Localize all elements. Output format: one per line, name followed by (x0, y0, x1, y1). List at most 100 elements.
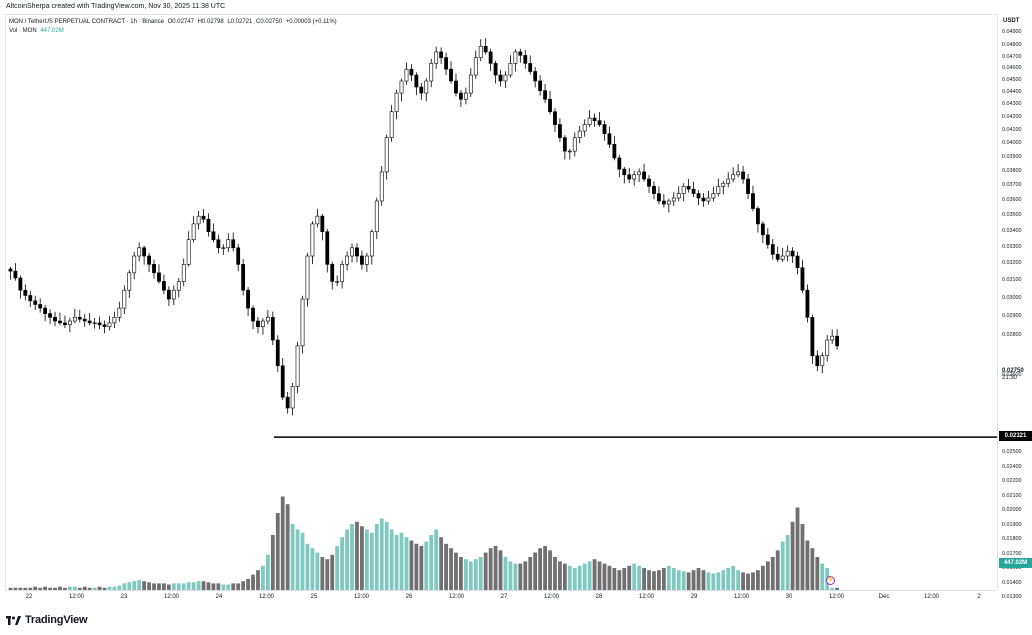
candle-body[interactable] (389, 111, 394, 138)
candle-body[interactable] (206, 218, 211, 233)
candle-body[interactable] (374, 200, 379, 233)
candle-body[interactable] (394, 92, 399, 113)
candle-body[interactable] (488, 51, 493, 64)
candle-body[interactable] (196, 215, 201, 225)
symbol-label[interactable]: MON / TetherUS PERPETUAL CONTRACT · 1h ·… (9, 19, 164, 25)
candle-body[interactable] (439, 51, 444, 58)
candle-body[interactable] (642, 171, 646, 180)
candle-body[interactable] (310, 223, 315, 257)
candle-body[interactable] (265, 316, 270, 322)
candle-body[interactable] (137, 247, 142, 257)
candle-body[interactable] (721, 183, 726, 187)
candle-body[interactable] (607, 133, 612, 145)
candle-body[interactable] (280, 365, 285, 398)
candle-body[interactable] (171, 289, 176, 300)
candle-body[interactable] (736, 171, 741, 176)
candle-body[interactable] (647, 178, 651, 187)
candle-body[interactable] (241, 264, 246, 291)
candle-body[interactable] (364, 255, 369, 265)
candle-body[interactable] (830, 335, 835, 341)
candle-body[interactable] (513, 51, 518, 64)
candle-body[interactable] (483, 45, 488, 53)
candle-body[interactable] (577, 130, 582, 138)
candle-body[interactable] (785, 250, 790, 257)
candle-body[interactable] (637, 171, 642, 176)
candle-body[interactable] (825, 339, 830, 357)
candle-body[interactable] (176, 281, 181, 291)
candle-body[interactable] (102, 324, 107, 327)
candle-body[interactable] (360, 255, 364, 265)
candle-body[interactable] (671, 197, 676, 202)
candle-body[interactable] (147, 255, 151, 265)
candle-body[interactable] (320, 215, 325, 233)
candle-body[interactable] (691, 188, 696, 194)
candle-body[interactable] (597, 120, 602, 125)
candle-body[interactable] (538, 80, 543, 91)
candle-body[interactable] (756, 208, 760, 225)
candle-body[interactable] (800, 267, 805, 291)
candle-body[interactable] (731, 174, 736, 180)
candle-body[interactable] (503, 74, 508, 82)
candle-body[interactable] (127, 272, 132, 291)
candle-body[interactable] (775, 254, 780, 260)
candle-body[interactable] (8, 268, 13, 272)
candle-body[interactable] (290, 386, 295, 409)
candle-body[interactable] (211, 231, 216, 241)
candle-body[interactable] (558, 124, 562, 138)
candle-body[interactable] (216, 239, 221, 249)
candle-body[interactable] (77, 316, 82, 320)
candle-body[interactable] (518, 51, 523, 56)
candle-body[interactable] (459, 92, 463, 100)
candle-body[interactable] (221, 247, 226, 249)
candle-body[interactable] (132, 255, 137, 274)
candle-body[interactable] (652, 185, 656, 194)
candle-body[interactable] (345, 255, 349, 265)
candle-body[interactable] (92, 322, 97, 324)
candle-body[interactable] (473, 57, 478, 76)
candle-body[interactable] (414, 74, 419, 88)
candle-body[interactable] (226, 239, 231, 249)
candle-body[interactable] (404, 68, 409, 82)
volume-legend[interactable]: Vol · MON 447.02M (9, 28, 66, 34)
candle-body[interactable] (726, 178, 731, 184)
candle-body[interactable] (657, 193, 661, 202)
candle-body[interactable] (162, 281, 166, 291)
candle-body[interactable] (790, 250, 795, 257)
candle-body[interactable] (23, 289, 28, 296)
candle-body[interactable] (53, 316, 57, 322)
candle-body[interactable] (142, 247, 147, 257)
candle-body[interactable] (399, 80, 404, 94)
candle-body[interactable] (251, 307, 255, 322)
candle-body[interactable] (622, 168, 627, 176)
candle-body[interactable] (449, 68, 453, 82)
candle-body[interactable] (340, 264, 345, 282)
candle-body[interactable] (112, 316, 117, 324)
candle-body[interactable] (835, 335, 840, 347)
candle-body[interactable] (493, 63, 498, 76)
candle-body[interactable] (87, 320, 92, 324)
candle-body[interactable] (424, 80, 429, 94)
symbol-legend[interactable]: MON / TetherUS PERPETUAL CONTRACT · 1h ·… (9, 19, 339, 25)
candle-body[interactable] (454, 80, 458, 94)
candle-body[interactable] (553, 111, 557, 125)
candle-body[interactable] (562, 137, 567, 152)
candle-body[interactable] (201, 215, 206, 220)
candle-body[interactable] (701, 197, 706, 202)
candle-body[interactable] (236, 247, 241, 265)
candle-body[interactable] (13, 270, 18, 279)
candle-body[interactable] (335, 281, 340, 283)
candle-body[interactable] (716, 185, 721, 194)
candle-body[interactable] (498, 74, 503, 82)
candle-body[interactable] (602, 124, 607, 134)
candle-body[interactable] (246, 289, 250, 309)
candle-body[interactable] (152, 264, 156, 274)
candle-body[interactable] (444, 57, 448, 70)
candle-body[interactable] (478, 45, 483, 58)
candle-body[interactable] (765, 234, 770, 245)
candle-body[interactable] (231, 239, 236, 249)
candle-body[interactable] (543, 90, 547, 100)
candle-body[interactable] (305, 255, 310, 300)
candle-body[interactable] (508, 63, 513, 76)
candle-body[interactable] (384, 137, 389, 173)
candle-body[interactable] (166, 289, 171, 300)
